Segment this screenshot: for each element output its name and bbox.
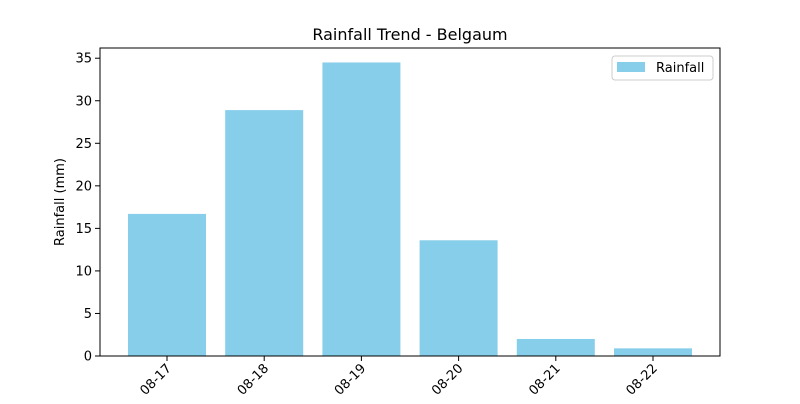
chart-title: Rainfall Trend - Belgaum xyxy=(312,25,507,44)
y-axis-label: Rainfall (mm) xyxy=(53,158,68,246)
bar-08-20 xyxy=(419,240,498,356)
y-tick-label: 25 xyxy=(75,137,92,152)
legend-label: Rainfall xyxy=(656,61,704,76)
bar-08-18 xyxy=(225,110,304,356)
x-tick-label: 08-17 xyxy=(138,361,175,398)
y-tick-label: 30 xyxy=(75,94,92,109)
x-tick-label: 08-19 xyxy=(332,361,369,398)
bar-08-21 xyxy=(516,338,595,356)
x-axis: 08-17 08-18 08-19 08-20 08-21 08-22 xyxy=(138,356,661,399)
legend: Rainfall xyxy=(611,55,714,81)
bar-08-22 xyxy=(614,348,692,356)
y-tick-label: 20 xyxy=(75,179,92,194)
x-tick-label: 08-22 xyxy=(624,361,661,398)
x-tick-label: 08-18 xyxy=(235,361,272,398)
y-tick-label: 35 xyxy=(75,52,92,67)
y-tick-label: 0 xyxy=(84,350,92,365)
bar-08-17 xyxy=(128,213,206,356)
x-tick-label: 08-21 xyxy=(526,361,563,398)
y-tick-label: 10 xyxy=(75,264,92,279)
x-tick-label: 08-20 xyxy=(429,361,466,398)
y-tick-label: 15 xyxy=(75,222,92,237)
plot-frame xyxy=(99,47,721,357)
y-axis: 0 5 10 15 20 25 30 35 xyxy=(75,52,100,365)
bar-08-19 xyxy=(322,62,401,357)
legend-swatch xyxy=(617,62,645,72)
bars-layer xyxy=(128,62,692,357)
y-tick-label: 5 xyxy=(84,307,92,322)
